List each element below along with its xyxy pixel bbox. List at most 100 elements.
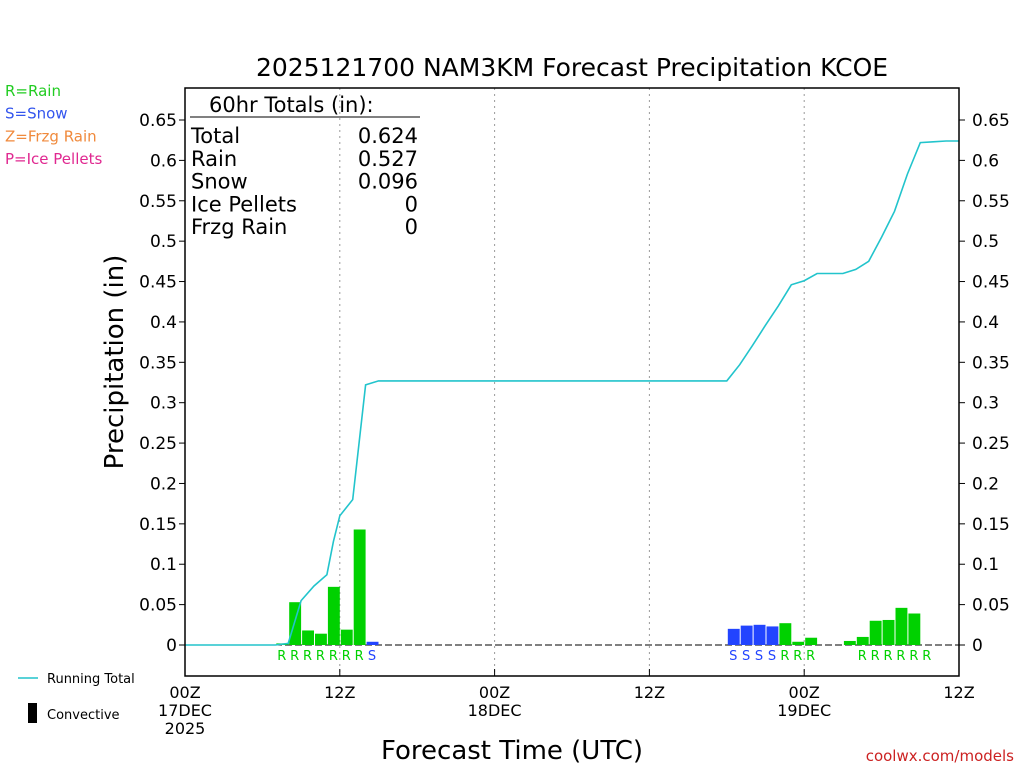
precip-bar [366,641,379,645]
ptype-label: S [368,649,376,664]
x-axis-title: Forecast Time (UTC) [381,736,643,766]
legend-ptype-entry: R=Rain [5,82,61,100]
running-total-line [185,140,959,646]
ptype-label: R [780,649,789,664]
chart-title: 2025121700 NAM3KM Forecast Precipitation… [256,53,888,82]
totals-row-value: 0.624 [358,124,418,148]
ptype-label: R [793,649,802,664]
ptype-label: S [755,649,763,664]
legend-series-label: Running Total [47,672,135,687]
ptype-label: R [858,649,867,664]
legend-ptype-entry: S=Snow [5,105,68,123]
totals-row-name: Snow [191,170,248,194]
y-tick-label-right: 0 [972,636,983,656]
precip-bar [327,586,340,645]
totals-row-value: 0 [405,215,418,239]
legend-ptype-entry: P=Ice Pellets [5,150,102,168]
ptype-label: R [896,649,905,664]
x-tick-label: 18DEC [468,701,522,720]
totals-row-name: Rain [191,147,237,171]
y-tick-label-right: 0.1 [972,555,999,575]
y-tick-label-left: 0.2 [150,474,177,494]
y-tick-label-left: 0 [166,636,177,656]
y-tick-label-left: 0.05 [139,596,177,616]
running-total-layer [185,140,959,646]
ptype-label: R [303,649,312,664]
y-tick-label-left: 0.1 [150,555,177,575]
y-tick-label-right: 0.65 [972,111,1010,131]
precip-bar [843,640,856,645]
x-tick-label: 2025 [165,719,206,738]
x-tick-label: 12Z [324,683,355,702]
x-tick-label: 12Z [943,683,974,702]
series-legend: Running Total Convective [18,672,135,723]
y-tick-label-left: 0.25 [139,434,177,454]
y-tick-label-right: 0.3 [972,394,999,414]
precip-bar [856,636,869,645]
y-tick-label-right: 0.6 [972,151,999,171]
x-tick-label: 19DEC [777,701,831,720]
legend-ptype-entry: Z=Frzg Rain [5,127,97,145]
ptype-label: R [871,649,880,664]
x-tick-label: 00Z [169,683,200,702]
ptype-label: R [290,649,299,664]
precip-bar [302,630,314,645]
precip-bar [353,529,366,645]
y-tick-label-left: 0.4 [150,313,177,333]
gridlines [185,88,959,676]
x-tick-label: 00Z [479,683,510,702]
precip-bar [340,629,353,645]
axes: 0 00.05 0.050.1 0.10.15 0.150.2 0.20.25 0.250.… [139,87,1010,738]
precip-bar [740,625,753,645]
ptype-label: R [884,649,893,664]
totals-row-value: 0.527 [358,147,418,171]
totals-row-name: Total [190,124,240,148]
y-tick-label-left: 0.6 [150,151,177,171]
y-tick-label-right: 0.25 [972,434,1010,454]
totals-header: 60hr Totals (in): [209,93,374,117]
ptype-label: R [909,649,918,664]
precip-bar [315,633,327,645]
credit-text: coolwx.com/models [866,747,1014,765]
plot-frame [184,87,960,677]
y-tick-label-right: 0.4 [972,313,999,333]
precip-bar [779,623,792,645]
y-tick-label-right: 0.15 [972,515,1010,535]
ptype-label: R [355,649,364,664]
x-tick-label: 12Z [634,683,665,702]
precip-bar [908,613,921,645]
y-tick-label-left: 0.45 [139,273,177,293]
x-tick-label: 00Z [789,683,820,702]
precip-bar [753,624,766,645]
y-tick-label-right: 0.2 [972,474,999,494]
ptype-label: R [329,649,338,664]
precip-bar [869,620,882,645]
ptype-label: S [768,649,776,664]
ptype-label: R [922,649,931,664]
y-tick-label-left: 0.55 [139,192,177,212]
ptype-label: S [729,649,737,664]
y-tick-label-right: 0.45 [972,273,1010,293]
y-tick-label-right: 0.5 [972,232,999,252]
y-tick-label-right: 0.35 [972,353,1010,373]
y-tick-label-left: 0.5 [150,232,177,252]
legend-series-label: Convective [47,708,120,723]
precip-bar [805,637,818,645]
ptype-label: R [342,649,351,664]
y-tick-label-left: 0.65 [139,111,177,131]
y-tick-label-right: 0.05 [972,596,1010,616]
legend-bar-swatch [28,703,37,723]
totals-row-value: 0.096 [358,170,418,194]
ptype-label: R [806,649,815,664]
precip-bar [882,619,895,645]
precip-bar [289,602,302,645]
precip-bar [766,626,779,645]
totals-row-name: Ice Pellets [191,192,297,216]
totals-row-value: 0 [405,192,418,216]
ptype-label: R [316,649,325,664]
ptype-label: R [277,649,286,664]
y-tick-label-left: 0.15 [139,515,177,535]
precip-bar [792,641,805,645]
totals-box: 60hr Totals (in): Total 0.624 Rain 0.527 Snow… [190,93,420,239]
